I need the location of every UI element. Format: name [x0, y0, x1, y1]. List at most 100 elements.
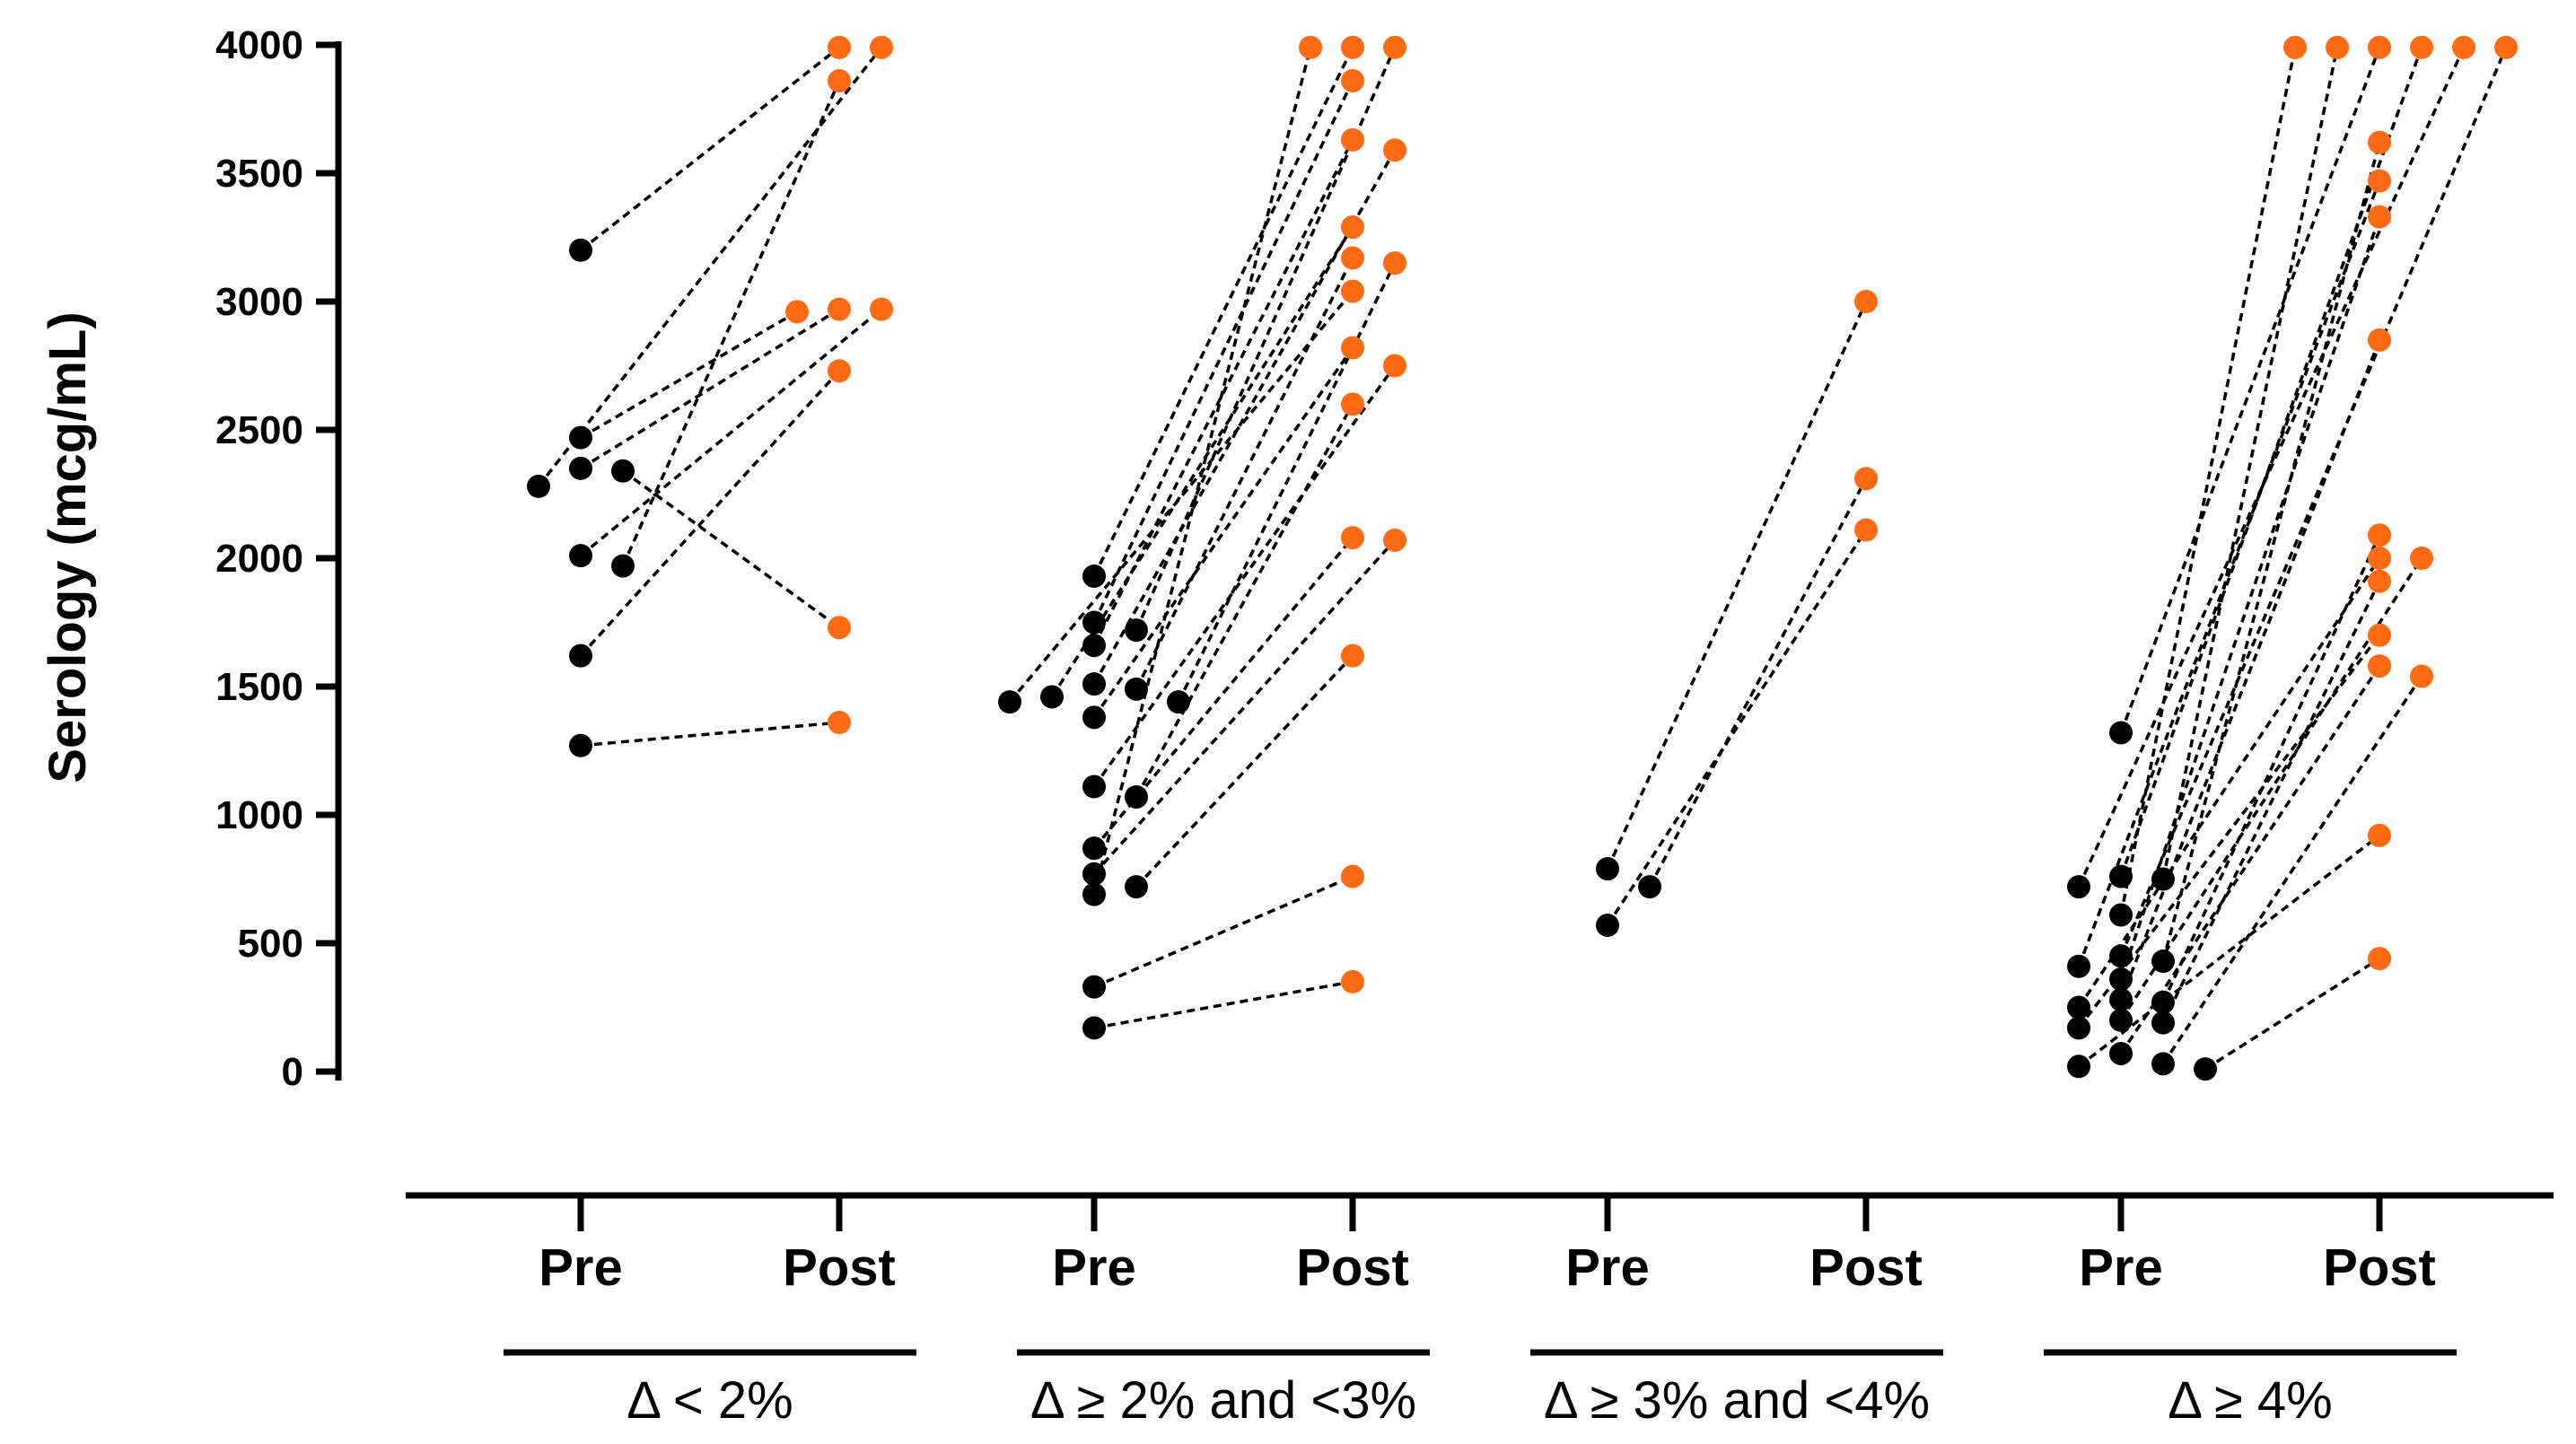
post-point [1341, 526, 1364, 550]
pre-point [2151, 950, 2175, 974]
pair-line [2119, 665, 2381, 1055]
y-tick-label: 2500 [215, 408, 303, 452]
pre-point [2109, 864, 2133, 888]
pair-line [1092, 47, 1312, 896]
post-point [870, 35, 893, 59]
pair-lines [537, 46, 2508, 1071]
pre-point [1125, 875, 1148, 899]
pre-point [569, 238, 592, 262]
pair-line [537, 46, 883, 487]
post-point [2452, 35, 2475, 59]
pre-point [1082, 610, 1106, 634]
post-point [2368, 947, 2391, 971]
post-point [1383, 354, 1406, 378]
pre-point [569, 733, 592, 757]
pair-line [1092, 346, 1354, 719]
pre-point [1082, 862, 1106, 886]
pair-line [2204, 957, 2380, 1071]
post-point [2368, 823, 2391, 847]
pre-point [1082, 975, 1106, 999]
post-point [2410, 547, 2433, 570]
post-point [2368, 523, 2391, 547]
group-labels: Δ < 2% Δ ≥ 2% and <3% Δ ≥ 3% and <4% Δ ≥ 4% [504, 1349, 2457, 1430]
pair-line [1092, 149, 1397, 685]
pre-point [1082, 564, 1106, 589]
x-category-labels: Pre Post Pre Post Pre Post Pre Post [539, 1195, 2436, 1297]
pre-point [2151, 1011, 2175, 1035]
pair-line [2077, 834, 2381, 1068]
post-point [2368, 35, 2391, 59]
pair-line [1177, 262, 1397, 703]
post-point [2368, 169, 2391, 193]
pre-point [2067, 875, 2090, 899]
pair-line [579, 46, 841, 252]
pair-line [621, 469, 841, 629]
pre-point [2109, 987, 2133, 1011]
post-point [1341, 969, 1364, 993]
pre-point [1125, 677, 1148, 701]
category-label-pre: Pre [1052, 1238, 1136, 1297]
group-label: Δ ≥ 3% and <4% [1544, 1371, 1930, 1430]
pair-line [2161, 580, 2381, 1024]
pair-line [580, 310, 798, 440]
post-point [2368, 328, 2391, 352]
post-point [828, 35, 851, 59]
pre-point [2151, 867, 2175, 891]
category-label-post: Post [783, 1238, 896, 1297]
pair-line [621, 80, 841, 567]
post-point [2410, 664, 2433, 688]
y-tick-label: 0 [282, 1050, 303, 1094]
post-point [828, 359, 851, 383]
pre-point [2067, 1055, 2090, 1079]
pair-line [1092, 80, 1354, 624]
pair-line [2161, 47, 2339, 880]
pair-line [1092, 47, 1354, 577]
post-point [828, 297, 851, 321]
pair-line [2119, 47, 2381, 734]
pair-line [2119, 339, 2381, 1001]
post-point [1341, 215, 1364, 240]
pre-point [569, 456, 592, 480]
pre-point [2067, 954, 2090, 978]
pair-line [1135, 654, 1354, 888]
post-point [2410, 35, 2433, 59]
pre-point [2067, 1016, 2090, 1040]
pair-line [1092, 538, 1397, 875]
category-label-pre: Pre [1565, 1238, 1650, 1297]
y-tick-label: 3500 [215, 152, 303, 196]
category-label-post: Post [1809, 1238, 1923, 1297]
pre-point [1040, 685, 1064, 709]
y-tick-label: 1000 [215, 793, 303, 837]
pre-point [2109, 721, 2133, 745]
pre-point [1596, 913, 1619, 937]
post-point [1341, 392, 1364, 416]
post-point [1383, 35, 1406, 59]
y-tick-label: 2000 [215, 537, 303, 581]
post-point [1341, 279, 1364, 303]
pair-line [2161, 675, 2423, 1065]
post-point [1383, 251, 1406, 276]
pre-point [2067, 995, 2090, 1020]
data-points [527, 35, 2518, 1081]
pair-line [2077, 557, 2381, 1009]
post-point [2326, 35, 2349, 59]
pair-line [580, 308, 840, 470]
post-point [1854, 467, 1878, 491]
pair-line [1606, 301, 1868, 870]
pre-point [1638, 875, 1661, 899]
post-point [1341, 35, 1364, 59]
post-point [870, 297, 893, 321]
pair-line [1050, 226, 1354, 698]
pre-point [2109, 1008, 2133, 1032]
post-point [828, 69, 851, 93]
post-point [2368, 130, 2391, 154]
pre-point [2109, 903, 2133, 927]
pre-point [2109, 1041, 2133, 1065]
post-point [1341, 246, 1364, 270]
pre-point [611, 554, 635, 578]
y-tick-label: 500 [238, 922, 303, 966]
pre-point [569, 425, 592, 450]
pre-point [569, 643, 592, 668]
pair-line [580, 721, 840, 748]
